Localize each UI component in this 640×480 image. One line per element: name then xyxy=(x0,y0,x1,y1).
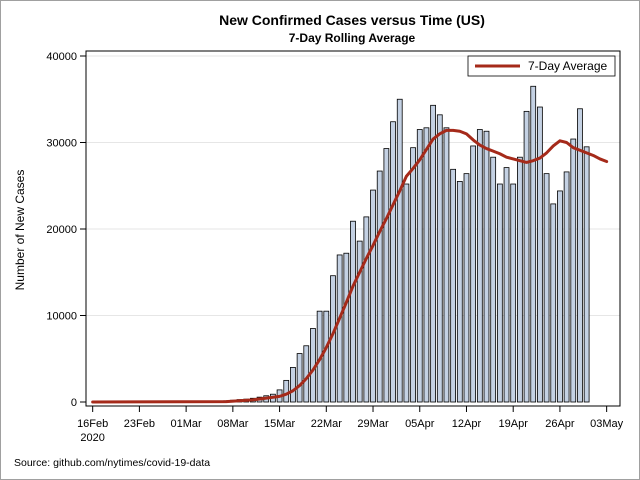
x-tick-label: 08Mar xyxy=(217,418,249,430)
bar xyxy=(376,170,383,403)
bar xyxy=(436,114,443,403)
bar xyxy=(470,145,477,403)
x-tick-label: 29Mar xyxy=(357,418,389,430)
x-tick-year-label: 2020 xyxy=(80,432,104,444)
x-axis: 16Feb 2020 23Feb 01Mar 08Mar 15Mar 22Mar 29Mar 0… xyxy=(77,406,624,444)
bar xyxy=(543,173,550,403)
bar xyxy=(410,147,416,403)
bar xyxy=(583,146,590,403)
bar xyxy=(383,148,390,403)
legend-label: 7-Day Average xyxy=(528,59,607,73)
y-axis: 0 10000 20000 30000 40000 xyxy=(46,51,86,409)
bar xyxy=(483,130,490,403)
x-tick-label: 05Apr xyxy=(405,418,435,430)
y-tick-label: 30000 xyxy=(46,138,77,150)
chart-title: New Confirmed Cases versus Time (US) xyxy=(219,12,485,28)
legend-box xyxy=(467,55,616,77)
bar xyxy=(370,189,376,403)
x-tick-label: 16Feb xyxy=(77,418,108,430)
bar xyxy=(456,181,463,403)
bar xyxy=(396,98,403,403)
bar xyxy=(496,183,503,403)
bar xyxy=(363,216,370,403)
bar xyxy=(570,138,577,403)
y-tick-label: 0 xyxy=(71,397,77,409)
bar xyxy=(510,183,517,403)
x-tick-label: 12Apr xyxy=(452,418,482,430)
bar xyxy=(443,127,450,403)
bar xyxy=(476,129,483,403)
bar xyxy=(350,220,356,403)
y-axis-label: Number of New Cases xyxy=(13,170,27,291)
bar xyxy=(336,254,343,403)
bar xyxy=(490,156,497,403)
bar xyxy=(430,104,436,403)
y-tick-label: 40000 xyxy=(46,51,77,63)
series-line-7-day-average xyxy=(91,128,609,404)
line-series xyxy=(91,128,609,404)
x-tick-label: 03May xyxy=(590,418,624,430)
bar xyxy=(403,183,410,403)
chart-subtitle: 7-Day Rolling Average xyxy=(289,31,416,45)
bar xyxy=(296,353,303,403)
source-footnote: Source: github.com/nytimes/covid-19-data xyxy=(14,457,210,469)
x-tick-label: 26Apr xyxy=(545,418,575,430)
bar xyxy=(356,240,363,403)
legend: 7-Day Average xyxy=(467,55,616,77)
bar xyxy=(577,108,583,403)
bar xyxy=(303,345,310,403)
bar xyxy=(343,252,350,403)
x-tick-label: 01Mar xyxy=(171,418,203,430)
x-tick-label: 19Apr xyxy=(499,418,529,430)
bar xyxy=(563,171,570,403)
bar-series xyxy=(223,85,590,403)
bar xyxy=(530,85,537,403)
bar xyxy=(537,106,543,403)
bar xyxy=(450,168,457,403)
bar xyxy=(283,379,290,403)
bar xyxy=(390,121,396,403)
bar xyxy=(523,110,530,403)
x-tick-label: 22Mar xyxy=(311,418,343,430)
bar xyxy=(503,167,510,403)
bar xyxy=(517,156,523,403)
bar xyxy=(550,203,557,403)
y-tick-label: 20000 xyxy=(46,224,77,236)
bar xyxy=(557,190,563,403)
bar xyxy=(463,173,470,403)
bar xyxy=(323,310,330,403)
x-tick-label: 23Feb xyxy=(124,418,155,430)
y-tick-label: 10000 xyxy=(46,311,77,323)
bar xyxy=(416,129,423,403)
bar xyxy=(423,127,430,403)
x-tick-label: 15Mar xyxy=(264,418,296,430)
bar xyxy=(290,366,296,403)
